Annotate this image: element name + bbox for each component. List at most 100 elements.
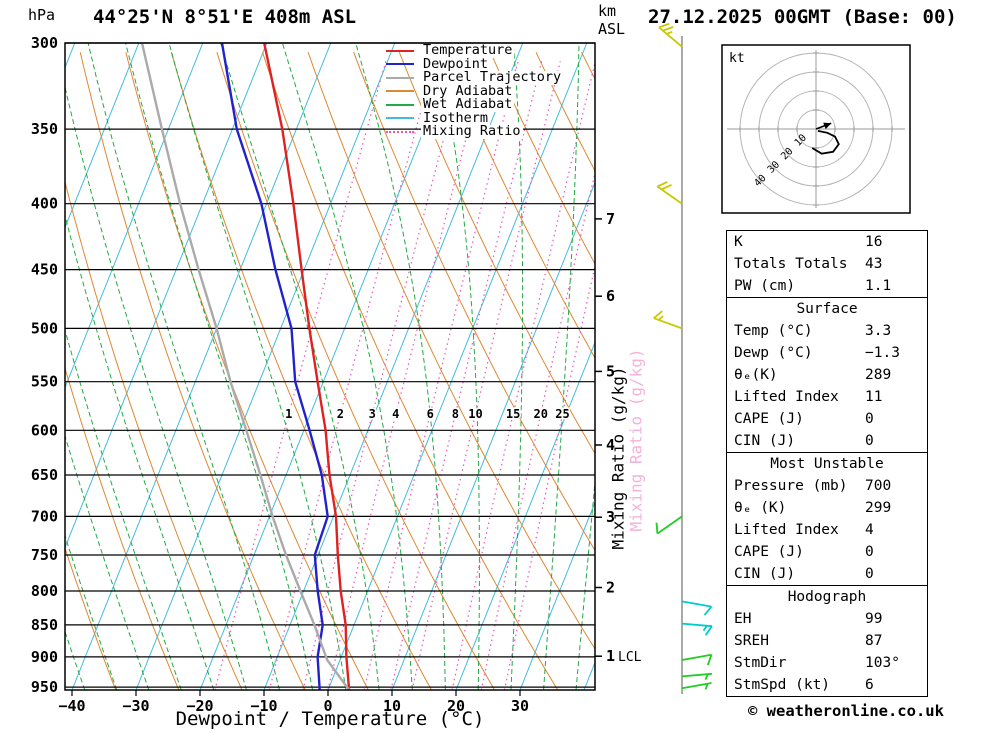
- wind-barb: [681, 682, 712, 690]
- table-row-label: EH: [734, 611, 752, 627]
- km-tick-label: 3: [606, 508, 615, 526]
- temp-tick-label: −30: [122, 697, 149, 715]
- mixing-ratio-line: [327, 61, 487, 690]
- altitude-unit-asl-label: ASL: [598, 20, 626, 38]
- dry-adiabat-line: [353, 52, 595, 552]
- mixing-ratio-value-label: 6: [427, 407, 434, 421]
- pressure-axis-labels: 300 350 400 450 500 550 600 650 700 750 800 850 900 9…: [31, 34, 58, 696]
- table-row: PW (cm) 1.1: [727, 275, 927, 297]
- legend-swatch: [386, 63, 414, 66]
- table-section: Surface Temp (°C) 3.3 Dewp (°C) −1.3 θₑ(K) 289…: [727, 297, 927, 452]
- table-row-label: StmDir: [734, 655, 787, 671]
- legend-swatch: [386, 103, 414, 106]
- table-row: Lifted Index 11: [727, 386, 927, 408]
- legend-item: Isotherm: [386, 109, 563, 126]
- lcl-label: LCL: [618, 650, 642, 665]
- pressure-tick-label: 950: [31, 678, 58, 696]
- mixing-ratio-line: [451, 61, 595, 690]
- table-row-value: 700: [865, 478, 892, 494]
- legend-item: Parcel Trajectory: [386, 69, 564, 85]
- table-row: CIN (J) 0: [727, 430, 927, 452]
- mixing-ratio-value-label: 4: [392, 407, 399, 421]
- wet-adiabat-line: [220, 43, 380, 690]
- table-row-value: 1.1: [865, 278, 892, 294]
- legend-swatch: [386, 130, 414, 133]
- table-row-label: Lifted Index: [734, 389, 839, 405]
- mixing-ratio-value-label: 15: [506, 407, 520, 421]
- wind-barb: [656, 185, 683, 205]
- wind-barb: [681, 600, 712, 608]
- table-row-label: θₑ(K): [734, 367, 778, 383]
- dry-adiabat-line: [444, 52, 595, 360]
- wind-barb: [681, 622, 712, 628]
- mixing-ratio-value-label: 25: [555, 407, 569, 421]
- legend-item: Temperature: [386, 43, 563, 58]
- table-section: K 16 Totals Totals 43 PW (cm) 1.1: [727, 231, 927, 297]
- table-row-label: SREH: [734, 633, 769, 649]
- date-title: 27.12.2025 00GMT (Base: 00): [648, 6, 957, 28]
- parcel-trajectory-curve: [140, 43, 351, 690]
- pressure-tick-label: 400: [31, 195, 58, 213]
- temp-tick-label: 0: [323, 697, 332, 715]
- pressure-tick-label: 550: [31, 373, 58, 391]
- isotherm-line: [71, 43, 332, 690]
- table-row: Temp (°C) 3.3: [727, 320, 927, 342]
- mixing-ratio-value-label: 2: [337, 407, 344, 421]
- altitude-unit-km-label: km: [598, 2, 617, 20]
- wet-adiabat-line: [543, 43, 580, 690]
- mixing-ratio-line: [503, 263, 595, 690]
- wet-adiabat-line: [65, 328, 182, 690]
- mixing-ratio-value-label: 10: [468, 407, 482, 421]
- table-row-label: StmSpd (kt): [734, 677, 831, 693]
- isotherm-line: [327, 43, 588, 690]
- temp-tick-label: −20: [186, 697, 213, 715]
- table-row-label: Totals Totals: [734, 256, 848, 272]
- wet-adiabat-line: [65, 534, 118, 690]
- km-tick-label: 2: [606, 579, 615, 597]
- skewt-background-lines: [0, 43, 595, 690]
- dry-adiabat-line: [65, 366, 180, 690]
- legend-label: Isotherm: [421, 109, 491, 126]
- mixing-ratio-line: [363, 61, 519, 690]
- legend-label: Parcel Trajectory: [421, 69, 564, 85]
- wind-barb: [681, 653, 712, 661]
- table-row-value: 103°: [865, 655, 900, 671]
- pressure-tick-label: 300: [31, 34, 58, 52]
- table-row-label: CIN (J): [734, 566, 796, 582]
- hodograph-unit-label: kt: [729, 51, 745, 66]
- wet-adiabat-line: [65, 85, 247, 690]
- table-row: StmSpd (kt) 6: [727, 674, 927, 696]
- pressure-unit-label: hPa: [28, 6, 56, 24]
- table-row-value: 4: [865, 522, 874, 538]
- table-row-value: 0: [865, 566, 874, 582]
- table-row: θₑ (K) 299: [727, 497, 927, 519]
- dry-adiabat-line: [65, 180, 243, 690]
- km-tick-label: 5: [606, 362, 615, 380]
- table-row-value: 43: [865, 256, 883, 272]
- table-row-value: 0: [865, 433, 874, 449]
- table-row-label: CAPE (J): [734, 544, 804, 560]
- dry-adiabat-line: [307, 52, 595, 650]
- isotherm-line: [0, 43, 11, 690]
- legend-swatch: [386, 76, 414, 79]
- table-row: SREH 87: [727, 630, 927, 652]
- wet-adiabat-line: [281, 43, 413, 690]
- isotherm-line: [455, 341, 595, 690]
- dry-adiabat-line: [398, 52, 595, 455]
- pressure-tick-label: 900: [31, 648, 58, 666]
- x-axis-label: Dewpoint / Temperature (°C): [175, 708, 485, 730]
- sounding-curves: [140, 43, 351, 690]
- mixing-ratio-axis-label: Mixing Ratio (g/kg): [608, 366, 628, 550]
- pressure-tick-label: 500: [31, 319, 58, 337]
- table-row-label: θₑ (K): [734, 500, 787, 516]
- dry-adiabat-line: [262, 52, 559, 690]
- mixing-ratio-line: [390, 61, 543, 690]
- copyright-label: © weatheronline.co.uk: [748, 702, 944, 720]
- dry-adiabat-line: [216, 52, 496, 690]
- temperature-axis-labels: −40 −30 −20 −10 0 10 20 30: [58, 690, 529, 715]
- legend-label: Wet Adiabat: [421, 96, 515, 112]
- table-row-label: CIN (J): [734, 433, 796, 449]
- temp-tick-label: −40: [58, 697, 85, 715]
